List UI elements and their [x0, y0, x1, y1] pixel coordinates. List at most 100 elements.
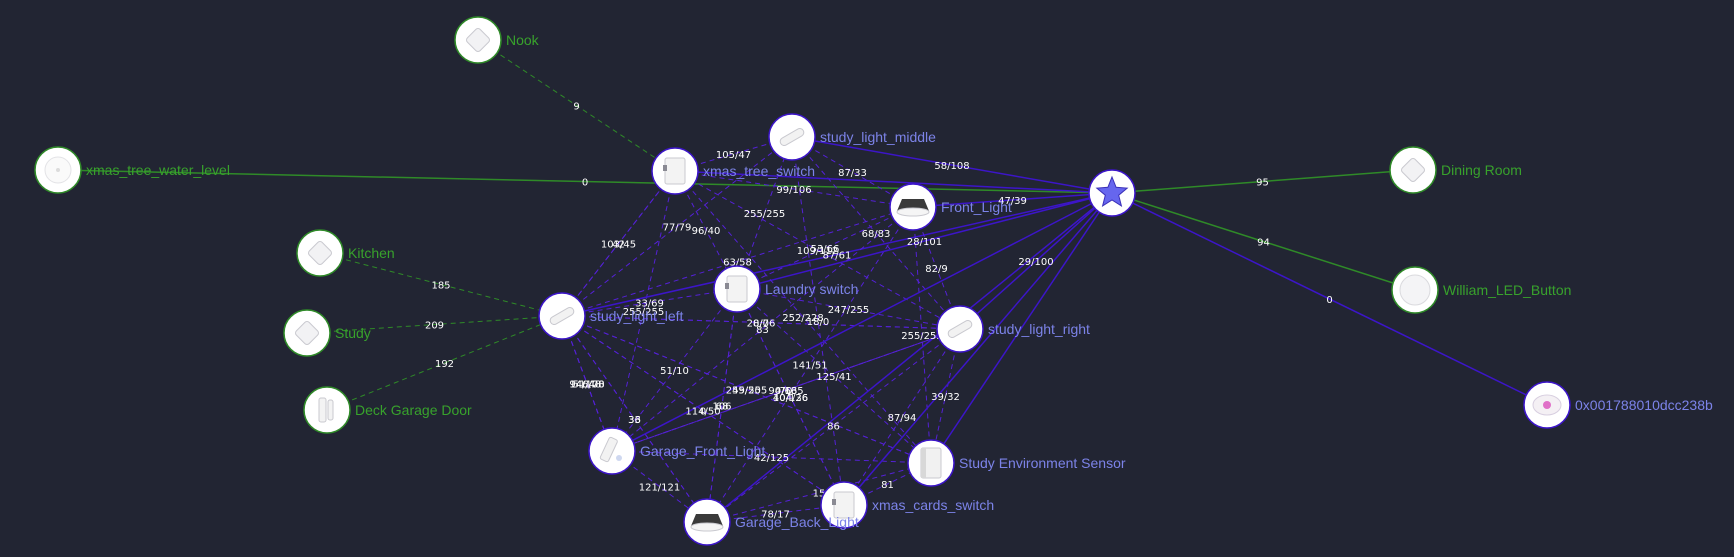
link-laundry_switch-study_env_sensor: [736, 288, 932, 464]
link-quality-label: 252/228: [782, 313, 824, 324]
device-node-xmas-cards-switch[interactable]: xmas_cards_switch: [820, 481, 994, 529]
downlight-icon: [690, 514, 724, 532]
device-node-nook[interactable]: Nook: [454, 16, 540, 64]
link-study_light_right-xmas_cards_switch: [843, 328, 961, 506]
device-node-garage-back-light[interactable]: Garage_Back_Light: [683, 498, 859, 546]
star-icon: [1095, 175, 1129, 207]
link-study_light_left-xmas_tree_switch: [561, 170, 676, 317]
link-quality-label: 94: [1257, 238, 1270, 249]
link-quality-label: 87/33: [838, 168, 867, 179]
link-quality-label: 70: [780, 386, 793, 397]
device-node-remote-0x[interactable]: 0x001788010dcc238b: [1523, 381, 1713, 429]
link-quality-label: 109/112: [797, 246, 839, 257]
light-strip-icon: [549, 307, 575, 325]
link-quality-label: 63/58: [723, 258, 752, 269]
device-label: Dining Room: [1441, 162, 1522, 178]
motion-sensor-icon: [295, 321, 319, 345]
link-quality-label: 247/255: [828, 305, 870, 316]
link-study_env_sensor-coordinator: [930, 192, 1113, 464]
link-quality-label: 255/255: [744, 209, 786, 220]
device-label: William_LED_Button: [1443, 282, 1571, 298]
link-quality-label: 78/17: [761, 510, 790, 521]
link-quality-label: 104/36: [773, 393, 808, 404]
device-node-xmas-tree-switch[interactable]: xmas_tree_switch: [651, 147, 815, 195]
link-quality-label: 141/51: [792, 361, 827, 372]
link-quality-label: 99/106: [776, 185, 811, 196]
device-node-study-light-left[interactable]: study_light_left: [538, 292, 684, 340]
link-quality-label: 18/0: [807, 317, 829, 328]
link-quality-label: 42/125: [754, 453, 789, 464]
link-laundry_switch-coordinator: [736, 192, 1113, 290]
link-xmas_cards_switch-study_env_sensor: [843, 462, 932, 506]
device-node-study-light-right[interactable]: study_light_right: [936, 305, 1090, 353]
device-label: Laundry switch: [765, 281, 858, 297]
link-nook-xmas_tree_switch: [477, 39, 676, 172]
link-study_light_left-garage_back_light: [561, 315, 708, 523]
link-xmas_tree_switch-garage_front_light: [611, 170, 676, 452]
link-quality-label: 106: [712, 402, 731, 413]
link-quality-label: 49/50: [732, 386, 761, 397]
link-quality-label: 255/255: [623, 307, 665, 318]
remote-icon: [1532, 394, 1562, 416]
device-node-study-light-middle[interactable]: study_light_middle: [768, 113, 936, 161]
device-label: Kitchen: [348, 245, 395, 261]
device-node-study[interactable]: Study: [283, 309, 371, 357]
leak-sensor-icon: [44, 156, 72, 184]
link-quality-label: 81: [881, 480, 894, 491]
motion-sensor-icon: [308, 241, 332, 265]
device-node-xmas-tree-water-level[interactable]: xmas_tree_water_level: [34, 146, 230, 194]
link-quality-label: 9: [573, 102, 579, 113]
link-quality-label: 0/0: [753, 319, 769, 330]
link-quality-label: 94/100: [569, 380, 604, 391]
link-laundry_switch-xmas_cards_switch: [736, 288, 845, 506]
link-study_light_left-laundry_switch: [561, 288, 738, 317]
device-node-garage-front-light[interactable]: Garage_Front_Light: [588, 427, 765, 475]
door-sensor-icon: [318, 397, 334, 423]
link-laundry_switch-study_light_right: [736, 288, 961, 330]
link-quality-label: 33: [628, 415, 641, 426]
link-study_light_left-study_light_middle: [561, 136, 793, 317]
device-node-dining-room[interactable]: Dining Room: [1389, 146, 1522, 194]
device-label: xmas_cards_switch: [872, 497, 994, 513]
link-quality-label: 42: [612, 240, 625, 251]
link-quality-label: 83: [756, 325, 769, 336]
device-node-kitchen[interactable]: Kitchen: [296, 229, 395, 277]
link-quality-label: 87/61: [823, 251, 852, 262]
light-strip-icon: [779, 128, 805, 146]
device-label: Nook: [506, 32, 540, 48]
device-label: Deck Garage Door: [355, 402, 472, 418]
link-quality-label: 68/83: [862, 229, 891, 240]
device-node-study-env-sensor[interactable]: Study Environment Sensor: [907, 439, 1126, 487]
device-node-deck-garage-door[interactable]: Deck Garage Door: [303, 386, 472, 434]
device-node-william-led-button[interactable]: William_LED_Button: [1391, 266, 1571, 314]
coordinator-node[interactable]: [1088, 169, 1136, 217]
device-node-laundry-switch[interactable]: Laundry switch: [713, 265, 858, 313]
link-quality-label: 185: [431, 281, 450, 292]
link-xmas_tree_water_level-coordinator: [57, 169, 1113, 194]
link-quality-label: 15: [813, 489, 826, 500]
smart-plug-icon: [725, 275, 748, 303]
link-quality-label: 146/78: [569, 380, 604, 391]
link-quality-label: 77/79: [663, 223, 692, 234]
link-deck_garage_door-study_light_left: [326, 315, 563, 411]
link-study_light_right-garage_front_light: [611, 328, 961, 452]
link-quality-label: 103/45: [601, 240, 636, 251]
link-kitchen-study_light_left: [319, 252, 563, 317]
device-label: Study Environment Sensor: [959, 455, 1126, 471]
link-quality-label: 40/126: [773, 393, 808, 404]
node-layer: Nook xmas_tree_water_level Kitchen Study Dec…: [34, 16, 1713, 546]
link-front_light-study_env_sensor: [912, 206, 932, 464]
link-quality-label: 0: [700, 407, 706, 418]
link-xmas_tree_switch-coordinator: [674, 170, 1113, 194]
device-node-front-light[interactable]: Front_Light: [889, 183, 1012, 231]
link-coordinator-remote_0x: [1111, 192, 1548, 406]
link-study_light_middle-study_light_right: [791, 136, 961, 330]
smart-plug-icon: [832, 491, 855, 519]
environment-sensor-icon: [920, 447, 942, 479]
device-label: xmas_tree_switch: [703, 163, 815, 179]
link-quality-label: 68: [716, 402, 729, 413]
outdoor-light-icon: [599, 436, 622, 463]
link-xmas_tree_switch-study_env_sensor: [674, 170, 932, 464]
link-quality-label: 87/94: [888, 413, 917, 424]
link-quality-label: 33/69: [635, 299, 664, 310]
